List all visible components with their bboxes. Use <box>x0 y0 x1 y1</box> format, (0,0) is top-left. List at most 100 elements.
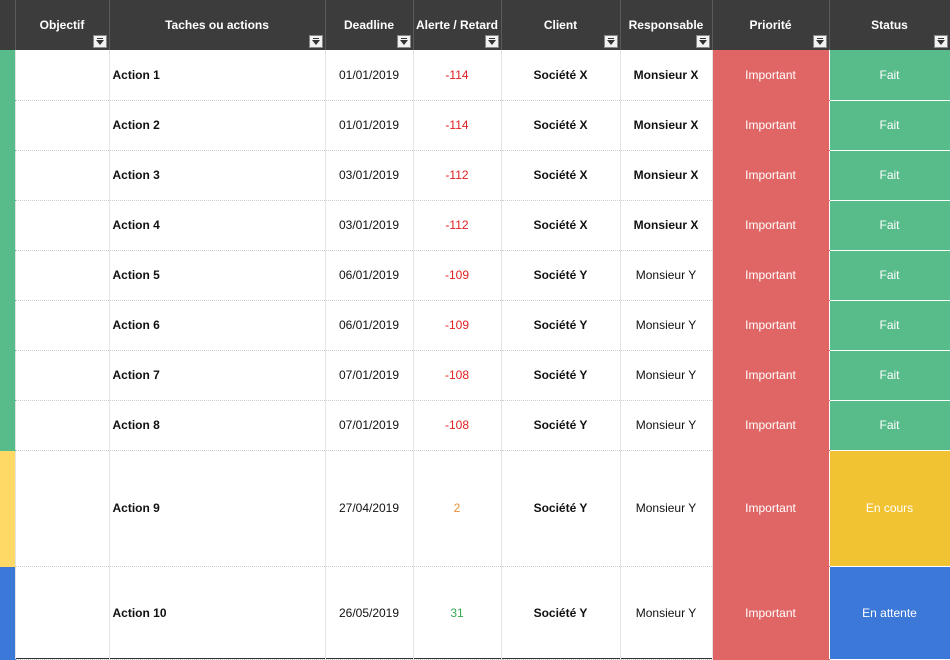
cell-responsable[interactable]: Monsieur Y <box>620 566 713 660</box>
cell-action[interactable]: Action 10 <box>109 566 326 660</box>
cell-alerte[interactable]: -108 <box>413 350 502 401</box>
cell-status[interactable]: Fait <box>829 100 950 151</box>
cell-priorite[interactable]: Important <box>712 150 830 201</box>
cell-action[interactable]: Action 3 <box>109 150 326 201</box>
cell-alerte[interactable]: -114 <box>413 50 502 101</box>
cell-deadline[interactable]: 27/04/2019 <box>325 450 414 567</box>
filter-dropdown-icon[interactable] <box>484 35 499 48</box>
cell-responsable[interactable]: Monsieur X <box>620 150 713 201</box>
header-responsable: Responsable <box>620 0 713 50</box>
cell-deadline[interactable]: 03/01/2019 <box>325 150 414 201</box>
cell-deadline[interactable]: 07/01/2019 <box>325 400 414 451</box>
cell-priorite[interactable]: Important <box>712 200 830 251</box>
cell-client[interactable]: Société Y <box>501 300 621 351</box>
header-label: Client <box>543 18 578 32</box>
cell-status[interactable]: Fait <box>829 400 950 451</box>
cell-objectif[interactable] <box>15 400 110 451</box>
cell-client[interactable]: Société Y <box>501 250 621 301</box>
cell-status[interactable]: Fait <box>829 200 950 251</box>
cell-alerte[interactable]: -109 <box>413 300 502 351</box>
filter-dropdown-icon[interactable] <box>396 35 411 48</box>
cell-priorite[interactable]: Important <box>712 450 830 567</box>
cell-alerte[interactable]: 31 <box>413 566 502 660</box>
cell-client[interactable]: Société Y <box>501 400 621 451</box>
header-label: Deadline <box>343 18 394 32</box>
cell-responsable[interactable]: Monsieur Y <box>620 250 713 301</box>
cell-objectif[interactable] <box>15 50 110 101</box>
cell-deadline[interactable]: 03/01/2019 <box>325 200 414 251</box>
cell-objectif[interactable] <box>15 150 110 201</box>
filter-dropdown-icon[interactable] <box>92 35 107 48</box>
cell-alerte[interactable]: -108 <box>413 400 502 451</box>
cell-client[interactable]: Société X <box>501 100 621 151</box>
cell-priorite[interactable]: Important <box>712 300 830 351</box>
cell-deadline[interactable]: 01/01/2019 <box>325 100 414 151</box>
cell-client[interactable]: Société Y <box>501 350 621 401</box>
cell-responsable[interactable]: Monsieur X <box>620 100 713 151</box>
cell-status[interactable]: Fait <box>829 250 950 301</box>
cell-objectif[interactable] <box>15 250 110 301</box>
cell-priorite[interactable]: Important <box>712 250 830 301</box>
cell-alerte[interactable]: -112 <box>413 200 502 251</box>
cell-priorite[interactable]: Important <box>712 50 830 101</box>
filter-dropdown-icon[interactable] <box>933 35 948 48</box>
cell-action[interactable]: Action 9 <box>109 450 326 567</box>
header-row: Objectif Taches ou actions Deadline Aler… <box>0 0 950 50</box>
cell-alerte[interactable]: 2 <box>413 450 502 567</box>
cell-alerte[interactable]: -109 <box>413 250 502 301</box>
cell-status[interactable]: Fait <box>829 350 950 401</box>
cell-objectif[interactable] <box>15 300 110 351</box>
cell-objectif[interactable] <box>15 350 110 401</box>
cell-deadline[interactable]: 26/05/2019 <box>325 566 414 660</box>
header-label: Objectif <box>39 18 85 32</box>
cell-status[interactable]: En cours <box>829 450 950 567</box>
cell-priorite[interactable]: Important <box>712 350 830 401</box>
cell-alerte[interactable]: -114 <box>413 100 502 151</box>
row-color-stripe <box>0 200 16 251</box>
cell-status[interactable]: Fait <box>829 50 950 101</box>
cell-deadline[interactable]: 01/01/2019 <box>325 50 414 101</box>
cell-client[interactable]: Société X <box>501 150 621 201</box>
cell-deadline[interactable]: 06/01/2019 <box>325 250 414 301</box>
cell-action[interactable]: Action 6 <box>109 300 326 351</box>
cell-status[interactable]: Fait <box>829 150 950 201</box>
cell-status[interactable]: En attente <box>829 566 950 660</box>
filter-dropdown-icon[interactable] <box>603 35 618 48</box>
cell-priorite[interactable]: Important <box>712 566 830 660</box>
table-row: Action 8 07/01/2019 -108 Société Y Monsieur … <box>0 400 950 451</box>
cell-status[interactable]: Fait <box>829 300 950 351</box>
cell-action[interactable]: Action 2 <box>109 100 326 151</box>
header-alerte: Alerte / Retard <box>413 0 502 50</box>
cell-responsable[interactable]: Monsieur Y <box>620 450 713 567</box>
cell-action[interactable]: Action 4 <box>109 200 326 251</box>
row-color-stripe <box>0 250 16 301</box>
cell-responsable[interactable]: Monsieur X <box>620 200 713 251</box>
cell-objectif[interactable] <box>15 200 110 251</box>
cell-responsable[interactable]: Monsieur Y <box>620 300 713 351</box>
cell-responsable[interactable]: Monsieur Y <box>620 350 713 401</box>
cell-responsable[interactable]: Monsieur X <box>620 50 713 101</box>
cell-client[interactable]: Société X <box>501 50 621 101</box>
cell-client[interactable]: Société X <box>501 200 621 251</box>
row-color-stripe <box>0 100 16 151</box>
cell-action[interactable]: Action 5 <box>109 250 326 301</box>
cell-deadline[interactable]: 07/01/2019 <box>325 350 414 401</box>
filter-dropdown-icon[interactable] <box>695 35 710 48</box>
cell-action[interactable]: Action 1 <box>109 50 326 101</box>
cell-objectif[interactable] <box>15 450 110 567</box>
filter-dropdown-icon[interactable] <box>812 35 827 48</box>
filter-dropdown-icon[interactable] <box>308 35 323 48</box>
cell-objectif[interactable] <box>15 100 110 151</box>
cell-client[interactable]: Société Y <box>501 566 621 660</box>
cell-priorite[interactable]: Important <box>712 400 830 451</box>
cell-alerte[interactable]: -112 <box>413 150 502 201</box>
table-row: Action 4 03/01/2019 -112 Société X Monsieur … <box>0 200 950 251</box>
row-color-stripe <box>0 350 16 401</box>
cell-deadline[interactable]: 06/01/2019 <box>325 300 414 351</box>
cell-responsable[interactable]: Monsieur Y <box>620 400 713 451</box>
cell-objectif[interactable] <box>15 566 110 660</box>
cell-priorite[interactable]: Important <box>712 100 830 151</box>
cell-client[interactable]: Société Y <box>501 450 621 567</box>
cell-action[interactable]: Action 7 <box>109 350 326 401</box>
cell-action[interactable]: Action 8 <box>109 400 326 451</box>
